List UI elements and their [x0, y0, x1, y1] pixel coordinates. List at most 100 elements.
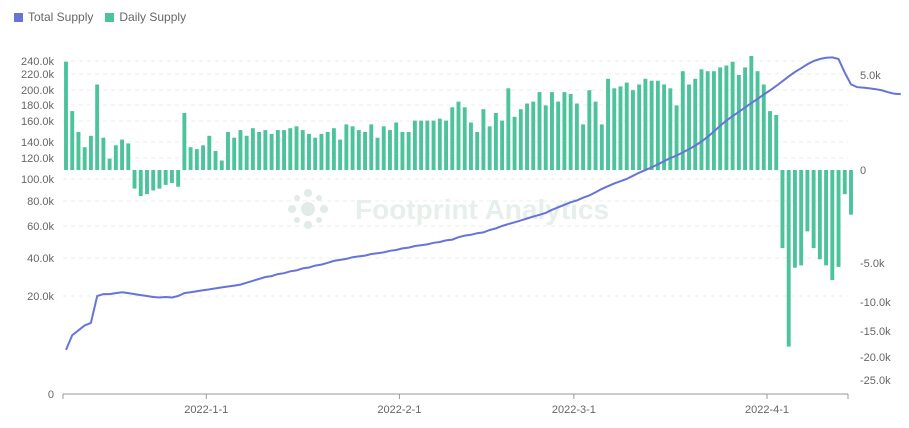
left-axis-tick-label: 80.0k [27, 196, 54, 208]
x-axis: 2022-1-1 2022-2-1 2022-3-1 2022-4-1 [62, 394, 849, 416]
daily-supply-bar [849, 170, 853, 215]
daily-supply-bar [412, 120, 417, 170]
left-axis-tick-label: 0 [48, 389, 54, 401]
daily-supply-bar [612, 88, 617, 170]
daily-supply-bar [101, 137, 106, 170]
daily-supply-bar [824, 170, 829, 266]
right-axis-tick-label: -15.0k [860, 326, 891, 338]
daily-supply-bar [487, 126, 492, 170]
daily-supply-bar [182, 113, 187, 170]
daily-supply-bar [88, 135, 93, 170]
daily-supply-bar [456, 101, 461, 170]
watermark-text: Footprint Analytics [355, 194, 609, 225]
daily-supply-bar [288, 128, 293, 170]
daily-supply-bar [842, 170, 847, 195]
daily-supply-bar [157, 170, 162, 189]
daily-supply-bar [107, 158, 112, 170]
grid-layer [63, 60, 848, 297]
daily-supply-bar [743, 67, 748, 170]
daily-supply-bar [786, 170, 791, 347]
daily-supply-bar [805, 170, 810, 232]
daily-supply-bar [244, 135, 249, 170]
daily-supply-bar [238, 130, 243, 170]
daily-supply-bar [250, 128, 255, 170]
daily-supply-bar [450, 107, 455, 170]
left-axis-tick-label: 140.0k [21, 137, 55, 149]
x-axis-tick-label: 2022-4-1 [745, 404, 789, 416]
daily-supply-bar [325, 132, 330, 170]
daily-supply-bar [518, 109, 523, 170]
chart-legend: Total Supply Daily Supply [14, 10, 186, 24]
daily-supply-bar [145, 170, 149, 195]
daily-supply-bar [425, 120, 430, 170]
legend-label-total-supply: Total Supply [28, 10, 94, 24]
daily-supply-bar [587, 90, 592, 170]
daily-supply-bar [263, 130, 268, 170]
daily-supply-bar [419, 120, 424, 170]
daily-supply-bar [188, 147, 193, 170]
right-axis-tick-label: -5.0k [860, 258, 885, 270]
daily-supply-bar [319, 133, 324, 170]
daily-supply-bar [624, 82, 629, 170]
daily-supply-bar [363, 132, 367, 170]
daily-supply-bar [581, 124, 586, 170]
daily-supply-bars [64, 56, 853, 347]
daily-supply-bar [344, 124, 349, 170]
daily-supply-bar [257, 132, 262, 170]
daily-supply-bar [481, 109, 486, 170]
daily-supply-bar [64, 61, 68, 171]
daily-supply-bar [493, 113, 498, 170]
daily-supply-bar [550, 92, 554, 170]
daily-supply-bar [817, 170, 822, 260]
daily-supply-bar [630, 90, 635, 170]
daily-supply-bar [568, 94, 573, 170]
legend-label-daily-supply: Daily Supply [119, 10, 187, 24]
daily-supply-bar [768, 111, 772, 170]
daily-supply-bar [169, 170, 174, 184]
daily-supply-bar [469, 122, 473, 170]
daily-supply-bar [736, 75, 741, 170]
daily-supply-bar [811, 170, 816, 249]
left-axis-tick-label: 60.0k [27, 221, 54, 233]
daily-supply-bar [724, 65, 729, 170]
daily-supply-bar [294, 126, 299, 170]
daily-supply-bar [500, 120, 505, 170]
daily-supply-bar [680, 71, 685, 170]
daily-supply-bar [599, 124, 604, 170]
legend-item-daily-supply[interactable]: Daily Supply [105, 10, 186, 24]
daily-supply-bar [792, 170, 797, 268]
legend-item-total-supply[interactable]: Total Supply [14, 10, 93, 24]
daily-supply-bar [444, 120, 448, 170]
left-axis-tick-label: 120.0k [21, 153, 55, 165]
right-y-axis: 5.0k 0 -5.0k -10.0k -15.0k -20.0k -25.0k [860, 70, 891, 387]
daily-supply-bar [462, 107, 467, 170]
daily-supply-bar [331, 128, 336, 170]
daily-supply-bar [556, 101, 561, 170]
daily-supply-bar [163, 170, 168, 185]
daily-supply-bar [512, 116, 517, 170]
daily-supply-bar [151, 170, 156, 191]
daily-supply-bar [307, 133, 311, 170]
daily-supply-bar [201, 145, 206, 170]
legend-swatch-daily-supply [105, 12, 115, 22]
daily-supply-bar [606, 78, 610, 170]
daily-supply-bar [562, 92, 567, 170]
daily-supply-bar [113, 145, 118, 170]
daily-supply-bar [356, 130, 361, 170]
daily-supply-bar [350, 126, 355, 170]
daily-supply-bar [194, 149, 199, 170]
daily-supply-bar [637, 84, 642, 170]
daily-supply-bar [313, 137, 318, 170]
daily-supply-bar [687, 84, 691, 170]
left-axis-tick-label: 180.0k [21, 100, 55, 112]
left-axis-tick-label: 160.0k [21, 116, 55, 128]
right-axis-tick-label: -10.0k [860, 297, 891, 309]
daily-supply-bar [525, 103, 529, 170]
right-axis-tick-label: 0 [860, 165, 866, 177]
legend-swatch-total-supply [14, 12, 23, 22]
daily-supply-bar [138, 170, 143, 197]
daily-supply-bar [674, 105, 679, 170]
daily-supply-bar [543, 105, 548, 170]
daily-supply-bar [369, 124, 374, 170]
